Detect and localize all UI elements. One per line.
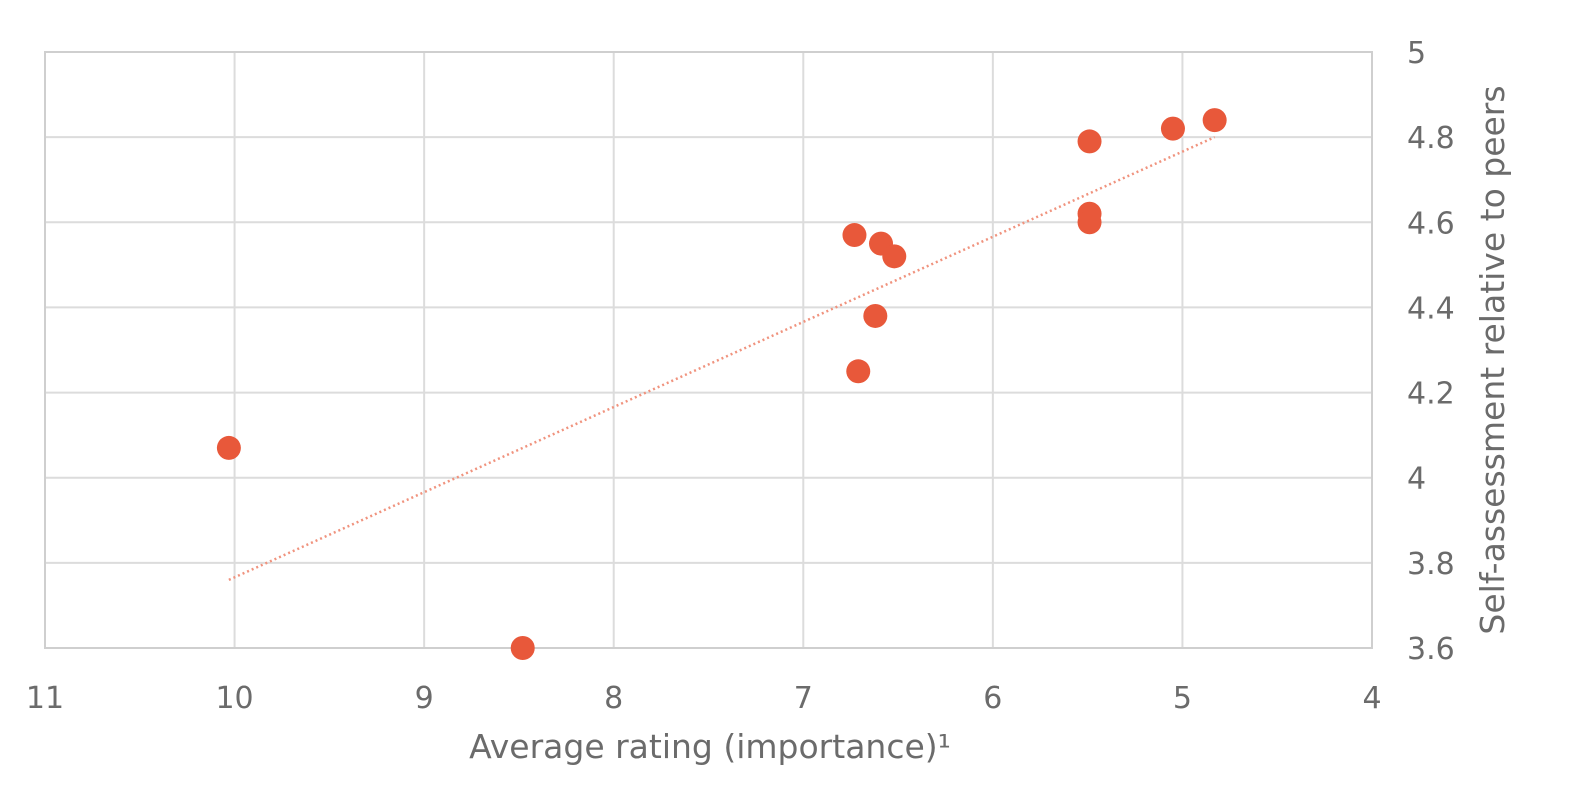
data-point [1077,129,1102,154]
data-point [863,303,888,328]
points-layer [216,108,1227,660]
x-tick-label: 7 [794,681,813,716]
x-axis-title: Average rating (importance)¹ [469,727,951,766]
trendline-layer [228,136,1216,582]
data-point [510,636,535,660]
data-point [842,223,867,248]
x-tick-label: 6 [983,681,1002,716]
y-tick-label: 3.8 [1407,547,1455,582]
y-tick-label: 4.2 [1407,377,1455,412]
trendline [228,136,1216,582]
x-tick-label: 8 [604,681,623,716]
y-tick-label: 5 [1407,36,1426,71]
grid-layer [44,51,1373,649]
x-tick-label: 4 [1362,681,1381,716]
data-point [1160,116,1185,141]
y-tick-label: 4.6 [1407,206,1455,241]
y-tick-label: 4.8 [1407,121,1455,156]
y-tick-label: 4.4 [1407,291,1455,326]
data-point [846,359,871,384]
y-axis-ticks: 3.6 3.8 4 4.2 4.4 4.6 4.8 5 [1407,36,1455,667]
x-tick-label: 9 [415,681,434,716]
x-axis-ticks: 11 10 9 8 7 6 5 4 [26,681,1382,716]
data-point [1077,210,1102,235]
y-tick-label: 4 [1407,462,1426,497]
data-point [216,435,241,460]
x-tick-label: 11 [26,681,64,716]
x-tick-label: 10 [215,681,253,716]
data-point [882,244,907,269]
plot-frame [44,51,1373,649]
y-axis-title: Self-assessment relative to peers [1473,85,1512,634]
x-tick-label: 5 [1173,681,1192,716]
y-tick-label: 3.6 [1407,632,1455,667]
data-point [1202,108,1227,133]
